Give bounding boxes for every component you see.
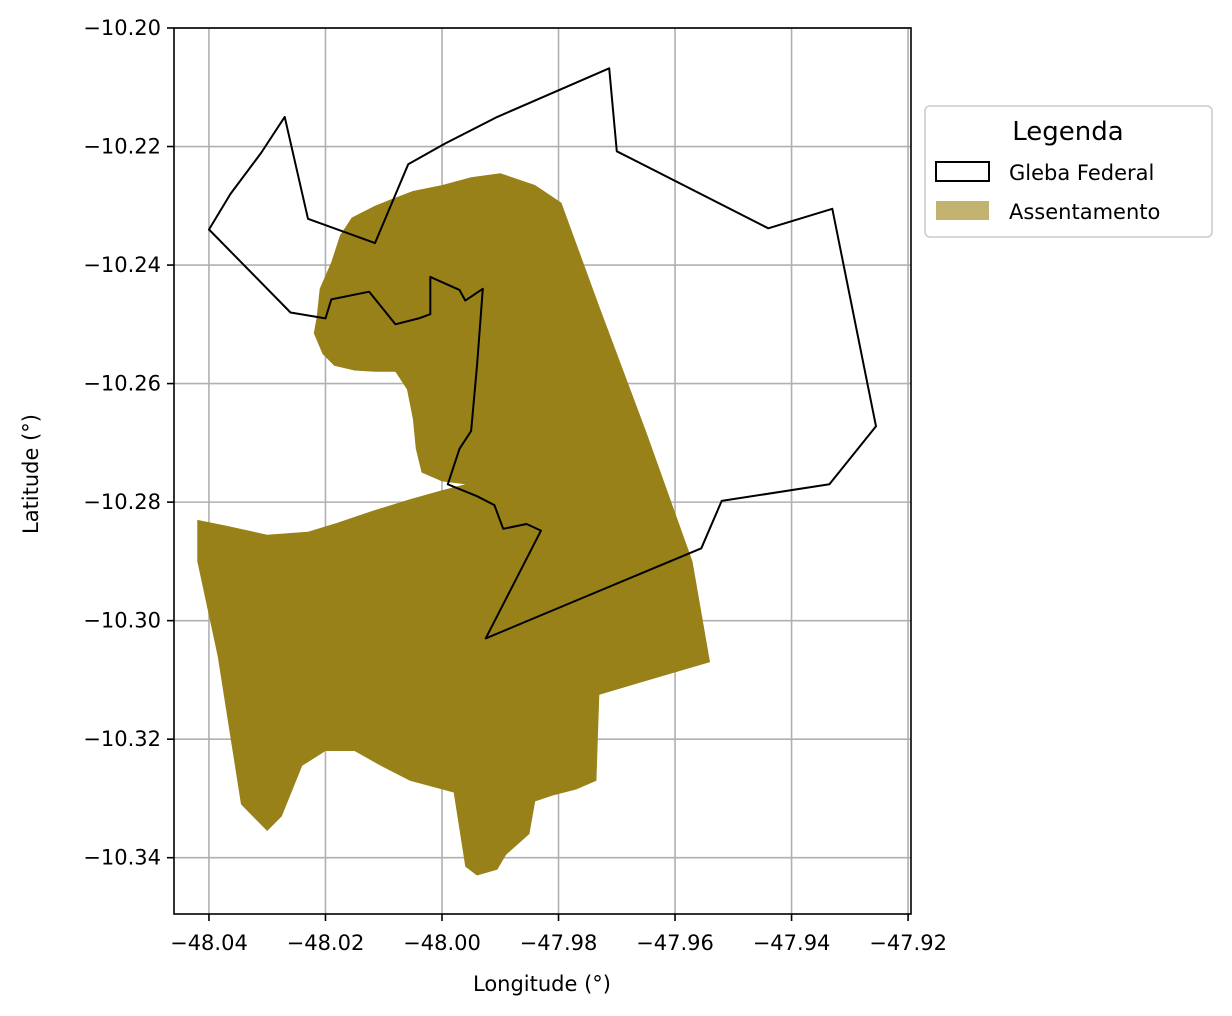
legend-frame xyxy=(924,105,1213,238)
x-tick-label: −48.02 xyxy=(287,931,365,955)
x-tick-label: −47.92 xyxy=(869,931,947,955)
y-axis-title: Latitude (°) xyxy=(19,414,43,534)
y-tick-label: −10.28 xyxy=(83,490,161,514)
plot-area: −48.04 −48.02 −48.00 −47.98 −47.96 −47.94 −47.… xyxy=(83,16,947,955)
gleba-federal-polygon xyxy=(208,67,877,640)
legend-swatch-assentamento xyxy=(936,201,989,220)
x-tick-label: −47.96 xyxy=(636,931,714,955)
legend-swatch-gleba-federal xyxy=(935,161,990,182)
x-tick-label: −47.94 xyxy=(753,931,831,955)
map-layers xyxy=(197,67,877,876)
y-tick-label: −10.32 xyxy=(83,727,161,751)
legend-label-assentamento: Assentamento xyxy=(1009,200,1160,224)
legend-label-gleba-federal: Gleba Federal xyxy=(1009,161,1154,185)
y-tick-label: −10.34 xyxy=(83,846,161,870)
x-tick-label: −47.98 xyxy=(520,931,598,955)
plot-frame xyxy=(173,27,912,915)
legend-title: Legenda xyxy=(1012,117,1123,147)
y-tick-label: −10.30 xyxy=(83,609,161,633)
y-tick-label: −10.24 xyxy=(83,253,161,277)
y-tick-label: −10.20 xyxy=(83,16,161,40)
y-tick-label: −10.26 xyxy=(83,372,161,396)
x-tick-label: −48.04 xyxy=(170,931,248,955)
y-tick-label: −10.22 xyxy=(83,135,161,159)
x-axis-title: Longitude (°) xyxy=(473,972,611,996)
axis-ticks: −48.04 −48.02 −48.00 −47.98 −47.96 −47.94 −47.… xyxy=(83,16,947,955)
assentamento-polygon xyxy=(197,173,711,876)
legend: Legenda Gleba Federal Assentamento xyxy=(924,105,1213,238)
x-tick-label: −48.00 xyxy=(403,931,481,955)
